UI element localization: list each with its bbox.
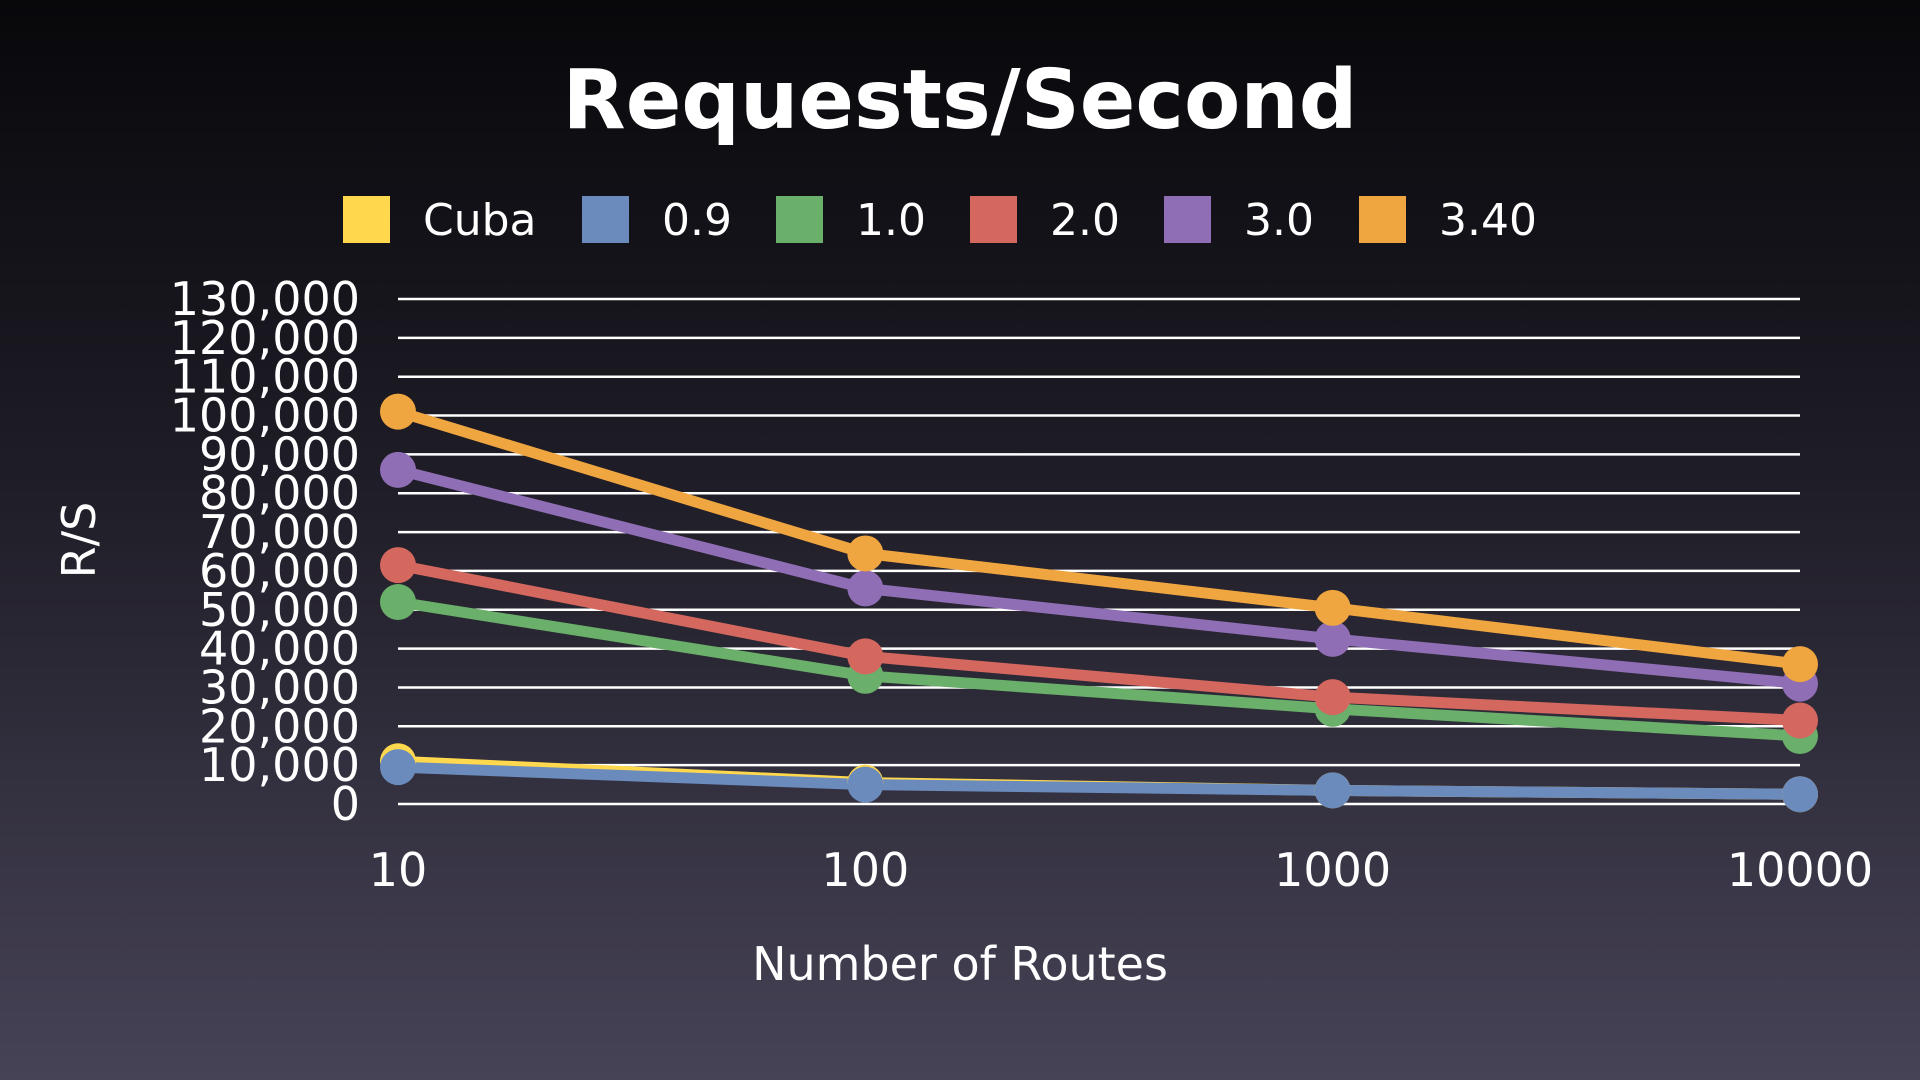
chart-title: Requests/Second <box>563 53 1358 148</box>
data-point-3.40 <box>380 393 416 430</box>
x-tick-label: 10 <box>369 843 428 897</box>
data-point-0.9 <box>1782 776 1818 813</box>
y-tick-label: 120,000 <box>170 311 360 365</box>
legend-swatch <box>1164 196 1211 243</box>
data-point-2.0 <box>1782 702 1818 739</box>
y-tick-label: 50,000 <box>199 583 360 637</box>
series-line-3.0 <box>392 464 1806 690</box>
y-tick-label: 100,000 <box>170 389 360 443</box>
y-tick-label: 110,000 <box>170 350 360 404</box>
x-tick-label: 1000 <box>1274 843 1391 897</box>
series-line-0.9 <box>392 761 1806 800</box>
y-tick-label: 80,000 <box>199 466 360 520</box>
x-tick-label: 10000 <box>1727 843 1873 897</box>
legend-swatch <box>343 196 390 243</box>
legend-label: 2.0 <box>1050 195 1120 246</box>
data-point-2.0 <box>380 547 416 584</box>
data-point-3.0 <box>847 570 884 607</box>
data-point-3.40 <box>1314 589 1351 626</box>
y-tick-label: 30,000 <box>199 660 360 714</box>
data-point-0.9 <box>847 766 884 803</box>
series-line-3.40 <box>392 406 1806 670</box>
y-tick-label: 70,000 <box>199 505 360 559</box>
series-line-1.0 <box>392 596 1806 742</box>
data-point-3.0 <box>380 451 416 488</box>
y-tick-label: 20,000 <box>199 699 360 753</box>
legend-label: 0.9 <box>662 195 732 246</box>
data-point-3.40 <box>1782 646 1818 683</box>
y-axis-ticks: 010,00020,00030,00040,00050,00060,00070,… <box>170 272 360 831</box>
data-point-3.0 <box>1314 620 1351 657</box>
legend-swatch <box>970 196 1017 243</box>
data-point-0.9 <box>380 749 416 786</box>
x-axis-label: Number of Routes <box>752 937 1168 991</box>
legend-label: 3.0 <box>1244 195 1314 246</box>
y-axis-label: R/S <box>52 502 106 579</box>
y-tick-label: 90,000 <box>199 427 360 481</box>
y-tick-label: 60,000 <box>199 544 360 598</box>
y-tick-label: 0 <box>331 777 360 831</box>
legend-swatch <box>776 196 823 243</box>
y-tick-label: 10,000 <box>199 738 360 792</box>
series-points <box>380 393 1818 813</box>
data-point-0.9 <box>1314 772 1351 809</box>
data-point-1.0 <box>380 584 416 620</box>
x-axis-ticks: 10 100 1000 10000 <box>369 843 1873 897</box>
legend-label: 3.40 <box>1439 195 1537 246</box>
legend-swatch <box>1359 196 1406 243</box>
data-point-3.40 <box>847 535 884 572</box>
legend-swatch <box>582 196 629 243</box>
legend-label: Cuba <box>423 195 537 246</box>
y-tick-label: 130,000 <box>170 272 360 326</box>
legend: Cuba 0.9 1.0 2.0 3.0 3.40 <box>343 195 1537 246</box>
legend-label: 1.0 <box>856 195 926 246</box>
data-point-2.0 <box>1314 679 1351 716</box>
y-tick-label: 40,000 <box>199 622 360 676</box>
series-lines <box>392 406 1806 800</box>
data-point-2.0 <box>847 638 884 675</box>
series-line-2.0 <box>392 559 1806 726</box>
x-tick-label: 100 <box>821 843 909 897</box>
